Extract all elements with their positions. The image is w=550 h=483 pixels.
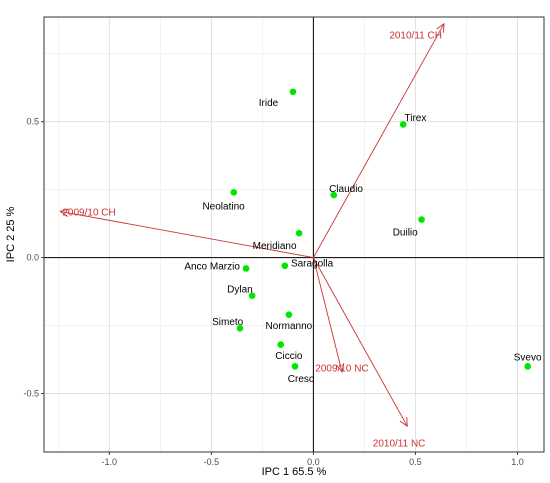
point-label: Svevo bbox=[514, 352, 542, 363]
score-point bbox=[295, 229, 303, 237]
vector-arrowhead bbox=[436, 22, 445, 33]
point-label: Tirex bbox=[404, 113, 426, 124]
point-label: Dylan bbox=[227, 284, 253, 295]
vector-label: 2009/10 NC bbox=[315, 364, 368, 375]
vector-label: 2010/11 NC bbox=[373, 438, 426, 449]
score-point bbox=[277, 341, 285, 348]
score-point bbox=[248, 292, 256, 299]
vector-arrowhead bbox=[59, 208, 70, 218]
x-tick-label: -1.0 bbox=[102, 457, 118, 467]
vector-label: 2010/11 CH bbox=[389, 31, 442, 42]
point-label: Saragolla bbox=[291, 259, 334, 270]
point-label: Meridiano bbox=[253, 241, 297, 252]
vector-arrowhead bbox=[335, 362, 345, 373]
point-label: Simeto bbox=[212, 317, 244, 328]
x-tick-label: -0.5 bbox=[204, 457, 220, 467]
y-axis-title: IPC 2 25 % bbox=[5, 206, 17, 262]
vector-arrowhead bbox=[399, 417, 408, 428]
score-point bbox=[230, 189, 238, 196]
reference-lines bbox=[44, 17, 544, 452]
grid-minor bbox=[44, 17, 544, 452]
score-point bbox=[291, 363, 299, 370]
score-point bbox=[289, 88, 297, 96]
x-tick-label: 0.0 bbox=[307, 457, 320, 467]
score-point bbox=[418, 216, 425, 223]
score-point bbox=[236, 324, 244, 332]
y-tick-label: 0.5 bbox=[26, 117, 39, 127]
axis-ticks: -1.0 -0.5 0.0 0.5 1.0 -0.5 0.0 0.5 bbox=[23, 117, 523, 467]
score-point bbox=[524, 363, 531, 370]
point-label: Duilio bbox=[393, 227, 418, 238]
vector-line bbox=[312, 23, 445, 258]
score-point bbox=[285, 311, 293, 319]
score-point bbox=[330, 191, 338, 199]
point-label: Anco Marzio bbox=[184, 261, 240, 272]
score-point bbox=[399, 121, 407, 128]
point-label: Claudio bbox=[329, 184, 363, 195]
x-tick-label: 1.0 bbox=[511, 457, 524, 467]
y-tick-label: 0.0 bbox=[26, 253, 39, 263]
x-axis-title: IPC 1 65.5 % bbox=[262, 466, 327, 478]
score-point bbox=[242, 265, 250, 272]
score-point bbox=[281, 262, 289, 270]
x-tick-label: 0.5 bbox=[409, 457, 422, 467]
point-label: Creso bbox=[288, 374, 315, 385]
point-label: Neolatino bbox=[202, 201, 245, 212]
panel-border bbox=[43, 16, 545, 453]
y-tick-label: -0.5 bbox=[23, 389, 39, 399]
point-label: Ciccio bbox=[275, 351, 303, 362]
vector-line bbox=[312, 257, 408, 427]
vector-line bbox=[312, 257, 343, 372]
score-points: Iride Tirex Claudio Neolatino Duilio Meridian… bbox=[184, 88, 542, 385]
loading-vectors: 2010/11 CH 2009/10 CH 2009/10 NC 2010/11 NC bbox=[59, 22, 445, 449]
point-label: Normanno bbox=[266, 321, 313, 332]
vector-line bbox=[60, 210, 314, 259]
vector-label: 2009/10 CH bbox=[62, 207, 115, 218]
point-label: Iride bbox=[259, 98, 279, 109]
